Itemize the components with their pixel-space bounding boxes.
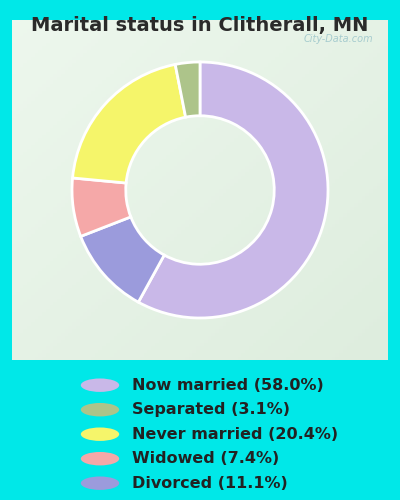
- Text: Marital status in Clitherall, MN: Marital status in Clitherall, MN: [31, 16, 369, 35]
- Wedge shape: [175, 62, 200, 117]
- Text: Widowed (7.4%): Widowed (7.4%): [132, 451, 279, 466]
- Circle shape: [81, 452, 119, 466]
- Circle shape: [81, 428, 119, 441]
- Wedge shape: [72, 64, 186, 183]
- Circle shape: [81, 378, 119, 392]
- Text: Separated (3.1%): Separated (3.1%): [132, 402, 290, 417]
- Circle shape: [81, 476, 119, 490]
- Wedge shape: [81, 217, 164, 302]
- Wedge shape: [72, 178, 131, 236]
- Text: Divorced (11.1%): Divorced (11.1%): [132, 476, 288, 490]
- Wedge shape: [138, 62, 328, 318]
- Circle shape: [81, 403, 119, 416]
- Text: Never married (20.4%): Never married (20.4%): [132, 426, 338, 442]
- Text: Now married (58.0%): Now married (58.0%): [132, 378, 324, 392]
- Text: City-Data.com: City-Data.com: [303, 34, 373, 43]
